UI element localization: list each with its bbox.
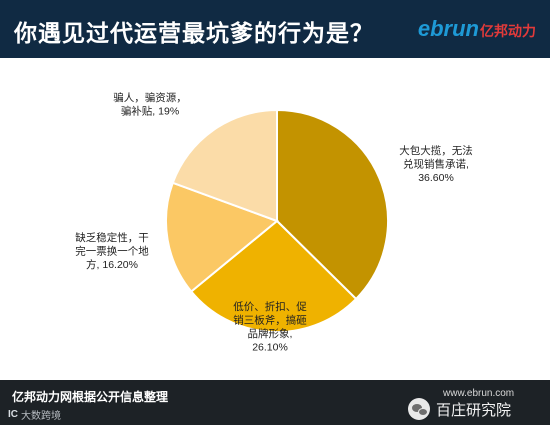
pie-slices bbox=[165, 108, 389, 333]
source-note: 亿邦动力网根据公开信息整理 bbox=[12, 390, 169, 404]
slice-label: 大包大揽，无法兑现销售承诺, 36.60% bbox=[399, 144, 473, 184]
pie-slice bbox=[276, 108, 389, 301]
footer-bar: 亿邦动力网根据公开信息整理 IC 大数跨境 www.ebrun.com 百庄研究… bbox=[0, 380, 550, 425]
pie-labels: 大包大揽，无法兑现销售承诺, 36.60% 低价、折扣、促销三板斧，搞砸品牌形象, 2… bbox=[75, 91, 473, 354]
pie-slice bbox=[171, 108, 278, 223]
pie-chart: 大包大揽，无法兑现销售承诺, 36.60% 低价、折扣、促销三板斧，搞砸品牌形象, 2… bbox=[75, 91, 473, 354]
brand-mark-icon: IC bbox=[8, 409, 18, 420]
logo-latin: ebrun bbox=[417, 16, 479, 41]
slice-label: 缺乏稳定性，干完一票换一个地方, 16.20% bbox=[75, 231, 149, 271]
header-bar: 你遇见过代运营最坑爹的行为是？ ebrun 亿邦动力 bbox=[0, 0, 550, 58]
watermark-channel: 百庄研究院 bbox=[408, 398, 511, 420]
slice-label: 低价、折扣、促销三板斧，搞砸品牌形象, 26.10% bbox=[233, 300, 307, 354]
ebrun-logo: ebrun 亿邦动力 bbox=[418, 16, 536, 42]
footer-brand: IC 大数跨境 bbox=[8, 407, 61, 422]
brand-text: 大数跨境 bbox=[21, 411, 61, 422]
wechat-icon bbox=[408, 398, 430, 420]
page-title: 你遇见过代运营最坑爹的行为是？ bbox=[14, 20, 374, 46]
slice-label: 骗人，骗资源，骗补贴, 19% bbox=[113, 91, 187, 118]
watermark-url: www.ebrun.com bbox=[443, 388, 515, 399]
pie-slice bbox=[165, 181, 279, 293]
pie-slice bbox=[189, 219, 358, 333]
watermark-channel-name: 百庄研究院 bbox=[436, 401, 512, 419]
logo-chinese: 亿邦动力 bbox=[480, 23, 536, 39]
